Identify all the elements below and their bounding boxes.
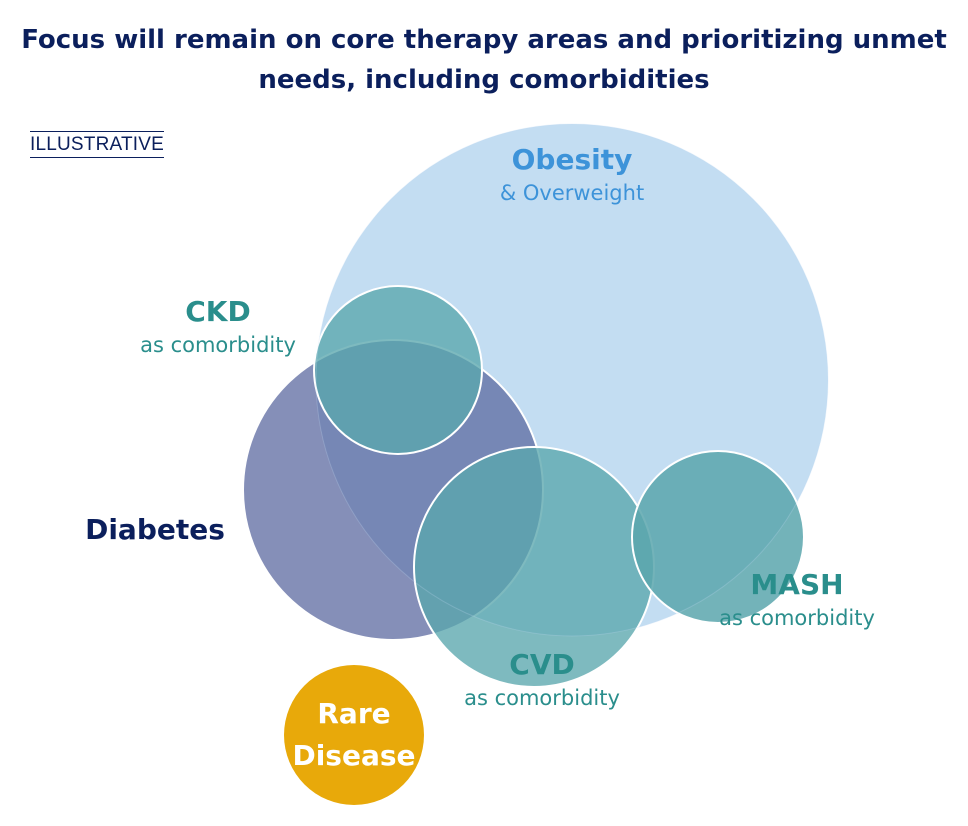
rare-disease-line2: Disease	[292, 739, 416, 772]
obesity-subtitle: & Overweight	[499, 181, 645, 205]
ckd-title: CKD	[185, 295, 251, 328]
obesity-title: Obesity	[511, 143, 633, 176]
illustrative-tag: ILLUSTRATIVE	[30, 131, 165, 158]
cvd-subtitle: as comorbidity	[464, 686, 620, 710]
mash-subtitle: as comorbidity	[719, 606, 875, 630]
rare-disease-line1: Rare	[317, 697, 391, 730]
ckd-subtitle: as comorbidity	[140, 333, 296, 357]
obesity-outline	[315, 123, 829, 637]
mash-title: MASH	[750, 568, 844, 601]
mash-circle	[631, 450, 805, 624]
obesity-label: Obesity & Overweight	[472, 142, 672, 208]
page-title: Focus will remain on core therapy areas …	[21, 25, 947, 95]
cvd-label: CVD as comorbidity	[442, 647, 642, 713]
mash-label: MASH as comorbidity	[697, 567, 897, 633]
cvd-title: CVD	[509, 648, 575, 681]
diabetes-title: Diabetes	[85, 513, 225, 546]
ckd-circle	[313, 285, 483, 455]
diabetes-label: Diabetes	[70, 512, 240, 548]
ckd-label: CKD as comorbidity	[118, 294, 318, 360]
rare-disease-circle: Rare Disease	[284, 665, 424, 805]
